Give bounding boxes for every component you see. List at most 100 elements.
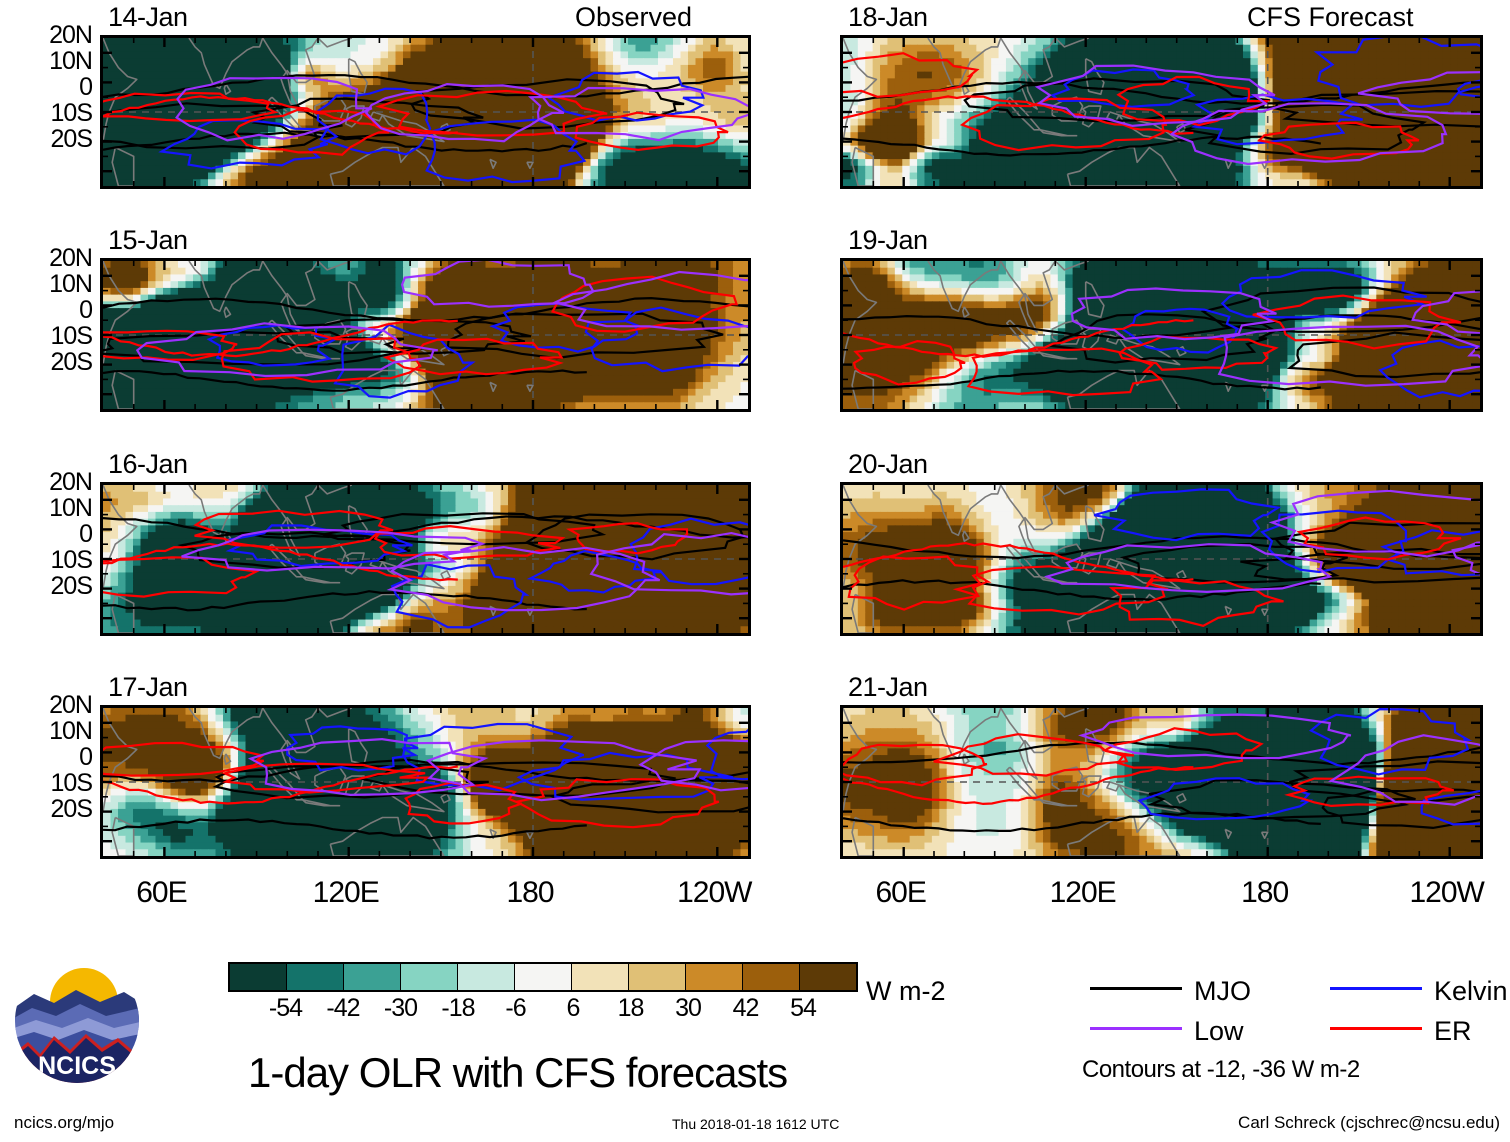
- panel-date-label: 17-Jan: [108, 672, 188, 702]
- axis-ticks: [103, 485, 748, 633]
- legend-label-low: Low: [1194, 1016, 1244, 1046]
- y-axis-tick-label: 10S: [50, 546, 93, 574]
- y-axis-tick-label: 10S: [50, 322, 93, 350]
- footer-credit: Carl Schreck (cjschrec@ncsu.edu): [1238, 1113, 1500, 1132]
- x-axis-tick-label: 120W: [677, 876, 752, 909]
- x-axis-tick-label: 120E: [312, 876, 380, 909]
- colorbar-tick-label: -18: [441, 994, 475, 1022]
- colorbar-swatch: [401, 964, 458, 990]
- olr-shading: [843, 38, 1480, 186]
- wave-contours: [843, 38, 1480, 166]
- y-axis-tick-label: 20N: [49, 691, 93, 719]
- panel-date-label: 20-Jan: [848, 449, 928, 479]
- axis-ticks: [843, 485, 1480, 633]
- y-axis-tick-label: 10N: [49, 494, 93, 522]
- colorbar-tick-label: -42: [326, 994, 360, 1022]
- colorbar-tick-label: 18: [617, 994, 645, 1022]
- legend-line-low: [1090, 1027, 1182, 1030]
- y-axis-tick-label: 20N: [49, 468, 93, 496]
- legend-line-er: [1330, 1027, 1422, 1030]
- axis-ticks: [103, 38, 748, 186]
- colorbar-swatch: [572, 964, 629, 990]
- x-axis-tick-label: 60E: [875, 876, 926, 909]
- panel-date-label: 15-Jan: [108, 225, 188, 255]
- wave-contours: [103, 722, 748, 840]
- panel-date-label: 16-Jan: [108, 449, 188, 479]
- x-axis-tick-label: 180: [1241, 876, 1289, 909]
- y-axis-tick-label: 0: [79, 296, 93, 324]
- map-panel[interactable]: [840, 482, 1483, 636]
- colorbar-tick-label: -30: [383, 994, 418, 1022]
- y-axis-tick-label: 10S: [50, 99, 93, 127]
- legend-line-kelvin: [1330, 987, 1422, 990]
- colorbar-swatch: [230, 964, 287, 990]
- y-axis-tick-label: 20S: [50, 572, 93, 600]
- wave-contours: [103, 70, 748, 184]
- wave-contours: [843, 708, 1480, 833]
- figure-title: 1-day OLR with CFS forecasts: [248, 1049, 788, 1096]
- x-axis-tick-label: 120W: [1409, 876, 1484, 909]
- colorbar-tick-label: 6: [566, 994, 581, 1022]
- axis-ticks: [103, 261, 748, 409]
- y-axis-tick-label: 10N: [49, 47, 93, 75]
- colorbar-swatch: [458, 964, 515, 990]
- colorbar: [228, 962, 858, 992]
- axis-ticks: [843, 708, 1480, 856]
- legend-note: Contours at -12, -36 W m-2: [1082, 1056, 1360, 1083]
- axis-ticks: [843, 38, 1480, 186]
- colorbar-tick-label: 30: [675, 994, 702, 1022]
- colorbar-swatch: [629, 964, 686, 990]
- colorbar-swatch: [743, 964, 800, 990]
- column-header-observed: Observed: [575, 2, 693, 32]
- map-panel[interactable]: [840, 35, 1483, 189]
- footer-left[interactable]: ncics.org/mjo: [14, 1113, 115, 1132]
- column-header-forecast: CFS Forecast: [1247, 2, 1414, 32]
- colorbar-swatch: [287, 964, 344, 990]
- wave-contours: [843, 488, 1480, 627]
- footer-timestamp: Thu 2018-01-18 1612 UTC: [672, 1116, 840, 1132]
- wave-contours: [103, 261, 748, 399]
- y-axis-tick-label: 0: [79, 743, 93, 771]
- map-panel[interactable]: [100, 35, 751, 189]
- coastlines: [103, 708, 534, 856]
- map-panel[interactable]: [100, 705, 751, 859]
- panel-date-label: 18-Jan: [848, 2, 928, 32]
- coastlines: [843, 708, 1269, 856]
- legend-label-mjo: MJO: [1194, 976, 1251, 1006]
- y-axis-tick-label: 20S: [50, 348, 93, 376]
- map-panel[interactable]: [100, 482, 751, 636]
- y-axis-tick-label: 10S: [50, 769, 93, 797]
- colorbar-swatch: [800, 964, 856, 990]
- y-axis-tick-label: 20S: [50, 125, 93, 153]
- wave-contours: [843, 269, 1480, 399]
- coastlines: [843, 261, 1269, 409]
- colorbar-tick-label: 42: [732, 994, 760, 1022]
- legend-line-mjo: [1090, 987, 1182, 990]
- y-axis-tick-label: 20N: [49, 244, 93, 272]
- x-axis-tick-label: 180: [506, 876, 554, 909]
- axis-ticks: [843, 261, 1480, 409]
- y-axis-tick-label: 0: [79, 73, 93, 101]
- map-panel[interactable]: [100, 258, 751, 412]
- colorbar-swatch: [686, 964, 743, 990]
- colorbar-tick-label: -6: [505, 994, 526, 1022]
- x-axis-tick-label: 120E: [1049, 876, 1117, 909]
- olr-shading: [103, 708, 748, 856]
- map-panel[interactable]: [840, 705, 1483, 859]
- y-axis-tick-label: 20S: [50, 795, 93, 823]
- y-axis-tick-label: 10N: [49, 717, 93, 745]
- colorbar-swatch: [515, 964, 572, 990]
- axis-ticks: [103, 708, 748, 856]
- legend-label-er: ER: [1434, 1016, 1472, 1046]
- colorbar-tick-label: -54: [268, 994, 303, 1022]
- map-panel[interactable]: [840, 258, 1483, 412]
- legend-label-kelvin: Kelvin: [1434, 976, 1508, 1006]
- panel-date-label: 14-Jan: [108, 2, 188, 32]
- panel-date-label: 21-Jan: [848, 672, 928, 702]
- ncics-logo[interactable]: NCICS: [14, 958, 140, 1089]
- reference-lines: [843, 708, 1480, 856]
- wave-contours: [103, 509, 748, 629]
- y-axis-tick-label: 10N: [49, 270, 93, 298]
- colorbar-tick-label: 54: [790, 994, 817, 1022]
- y-axis-tick-label: 0: [79, 520, 93, 548]
